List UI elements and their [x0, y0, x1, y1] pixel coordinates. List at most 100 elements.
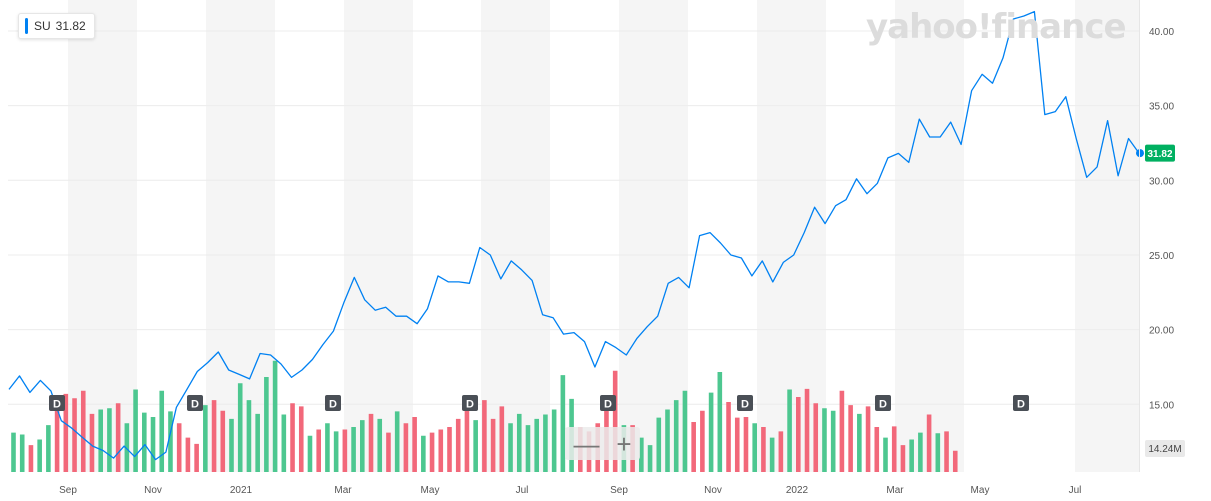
volume-bar	[464, 395, 470, 472]
volume-bar	[752, 423, 757, 472]
dividend-marker-label: D	[741, 399, 749, 411]
volume-bar	[778, 431, 784, 472]
month-band-3	[481, 0, 550, 472]
dividend-marker[interactable]: D	[737, 395, 753, 411]
series-color-swatch	[25, 18, 28, 34]
volume-bar	[691, 422, 696, 472]
volume-bar	[255, 413, 260, 472]
volume-bar	[63, 393, 69, 472]
dividend-marker-box	[325, 395, 341, 411]
volume-bar	[176, 423, 182, 472]
month-band-6	[895, 0, 964, 472]
y-axis-ticks: 15.00 20.00 25.00 30.00 35.00 40.00	[1149, 27, 1174, 411]
dividend-marker[interactable]: D	[875, 395, 891, 411]
volume-bar	[455, 418, 461, 472]
volume-bar	[28, 445, 34, 472]
volume-badge-label: 14.24M	[1148, 444, 1181, 455]
month-band-0	[68, 0, 137, 472]
y-tick-label: 35.00	[1149, 102, 1174, 113]
volume-bar	[19, 434, 25, 472]
volume-bar	[421, 435, 426, 472]
dividend-marker-label: D	[466, 399, 474, 411]
x-tick-label: Nov	[704, 485, 722, 496]
volume-bar	[237, 383, 243, 472]
zoom-out-button[interactable]: —	[573, 428, 600, 459]
volume-bar	[124, 423, 130, 472]
volume-bar	[700, 410, 705, 472]
volume-bar	[142, 412, 147, 472]
volume-bar	[325, 423, 330, 472]
month-band-4	[619, 0, 688, 472]
volume-bar	[185, 437, 191, 472]
volume-bar	[516, 413, 522, 472]
dividend-marker[interactable]: D	[1013, 395, 1029, 411]
y-tick-label: 25.00	[1149, 251, 1174, 262]
volume-bar	[194, 443, 199, 472]
axis-badges: 31.82 14.24M	[1145, 144, 1185, 457]
y-tick-label: 15.00	[1149, 400, 1174, 411]
volume-bar	[891, 426, 897, 472]
dividend-marker[interactable]: D	[187, 395, 203, 411]
volume-bar	[229, 418, 234, 472]
volume-bar	[665, 409, 670, 472]
volume-bars	[11, 360, 958, 472]
volume-bar	[647, 445, 653, 472]
volume-bar	[115, 403, 121, 472]
x-axis-ticks: Sep Nov 2021 Mar May Jul Sep Nov 2022 Mar May Jul	[59, 485, 1081, 496]
volume-bar	[490, 418, 496, 472]
volume-bar	[447, 427, 452, 472]
x-tick-label: Nov	[144, 485, 162, 496]
dividend-marker[interactable]: D	[462, 395, 478, 411]
volume-bar	[761, 427, 766, 472]
volume-bar	[796, 397, 801, 472]
volume-bar	[726, 402, 731, 472]
x-tick-label: May	[421, 485, 440, 496]
volume-bar	[857, 413, 862, 472]
alternating-month-bands	[68, 0, 1139, 472]
volume-bar	[281, 414, 287, 472]
x-tick-label: Sep	[59, 485, 77, 496]
y-tick-label: 20.00	[1149, 326, 1174, 337]
volume-bar	[787, 389, 792, 472]
dividend-marker[interactable]: D	[49, 395, 65, 411]
x-tick-label: Mar	[334, 485, 352, 496]
dividend-marker-box	[600, 395, 616, 411]
volume-bar	[822, 408, 827, 472]
price-series	[8, 10, 1144, 461]
volume-bar	[316, 429, 321, 472]
zoom-in-button[interactable]: +	[616, 428, 632, 459]
dividend-marker[interactable]: D	[600, 395, 616, 411]
month-band-2	[344, 0, 413, 472]
volume-bar	[368, 413, 374, 472]
volume-bar	[403, 423, 409, 472]
dividend-marker-label: D	[191, 399, 199, 411]
dividend-marker-label: D	[329, 399, 337, 411]
volume-bar	[351, 427, 356, 472]
volume-bar	[839, 390, 845, 472]
volume-bar	[307, 435, 313, 472]
dividend-marker[interactable]: D	[325, 395, 341, 411]
volume-bar	[272, 360, 278, 472]
yahoo-finance-watermark: yahoo!finance	[866, 7, 1127, 47]
volume-bar	[926, 414, 932, 472]
legend-price: 31.82	[55, 19, 86, 33]
volume-bar	[89, 413, 95, 472]
volume-bar	[412, 417, 417, 472]
dividend-marker-box	[737, 395, 753, 411]
volume-bar	[394, 411, 400, 472]
volume-bar	[168, 411, 173, 472]
month-band-7	[1075, 0, 1139, 472]
volume-bar	[159, 390, 165, 472]
volume-bar	[551, 409, 557, 472]
series-legend[interactable]: SU 31.82	[18, 13, 95, 39]
price-line	[8, 10, 1140, 461]
volume-bar	[708, 392, 714, 472]
volume-bar	[682, 390, 688, 472]
volume-bar	[107, 408, 112, 472]
volume-badge	[1145, 440, 1185, 457]
volume-bar	[804, 388, 810, 472]
volume-bar	[37, 439, 42, 472]
volume-bar	[952, 450, 958, 472]
